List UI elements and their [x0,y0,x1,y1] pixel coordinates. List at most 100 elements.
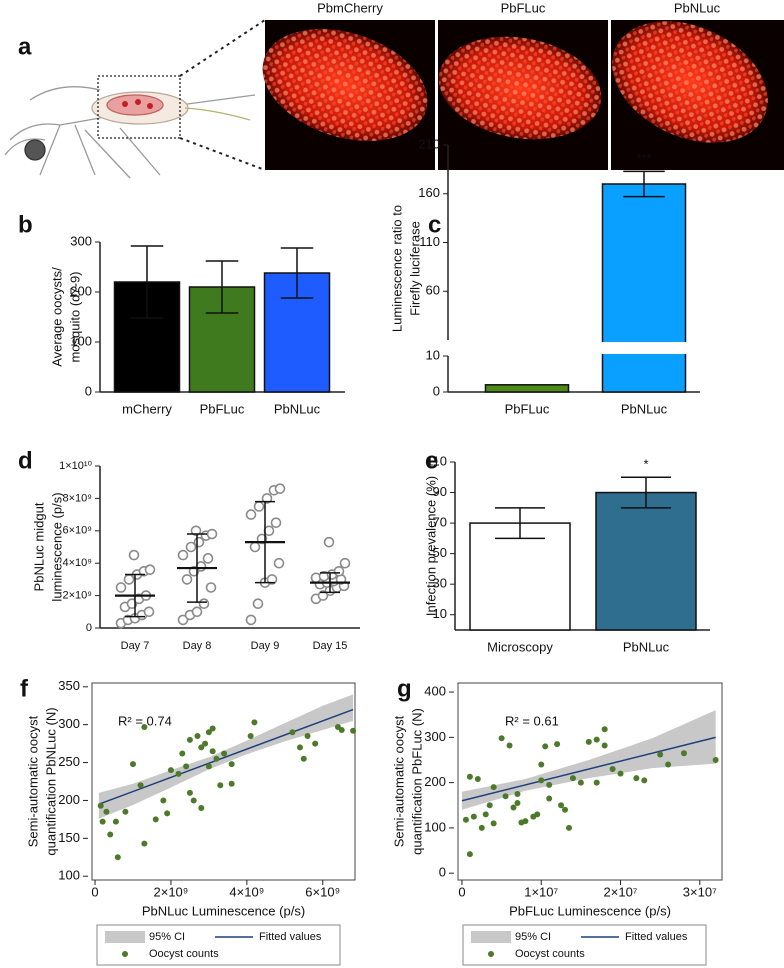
data-point [538,761,545,768]
data-point [247,733,254,740]
y-axis-label: Firefly luciferase [407,221,422,316]
fitted-line [98,708,354,805]
data-point [538,777,545,784]
data-point [186,736,193,743]
data-point [245,614,257,626]
data-point [137,782,144,789]
y-tick-label: 300 [424,729,446,744]
y-tick-label: 8×10⁹ [63,492,93,504]
data-point [506,742,513,749]
panel-label: g [397,675,412,702]
x-tick-label: Day 8 [183,640,212,652]
data-point [312,740,319,747]
y-tick-label: 0 [439,865,446,880]
bar [484,384,570,393]
data-point [205,582,217,593]
y-tick-label: 210 [418,136,440,151]
y-tick-label: 200 [58,792,80,807]
data-point [558,802,565,809]
y-tick-label: 4×10⁹ [63,557,93,569]
data-point [198,744,205,751]
data-point [251,719,258,726]
panel-label: b [18,211,33,238]
panel-label: a [18,33,32,60]
y-axis-label: Semi-automatic oocyst [391,715,406,847]
data-point [185,541,197,553]
data-point [177,614,189,626]
x-tick-label: 2×10⁷ [604,884,638,899]
x-tick-label: PbNLuc [274,401,321,416]
y-tick-label: 100 [58,868,80,883]
data-point [144,564,156,575]
x-tick-label: PbNLuc [621,401,668,416]
y-tick-label: 0 [85,383,92,398]
y-axis-label: mosquito (d7-9) [67,271,82,362]
legend-swatch [488,951,494,957]
y-tick-label: 150 [58,830,80,845]
data-point [198,598,210,610]
microscopy-images [262,20,784,170]
x-tick-label: Day 9 [251,640,280,652]
data-point [129,761,136,768]
data-point [482,811,489,818]
data-point [486,802,493,809]
legend-label: 95% CI [515,931,551,943]
x-tick-label: 3×10⁷ [683,884,717,899]
data-point [195,561,207,572]
data-point [263,525,275,537]
y-tick-label: 0 [86,622,92,634]
data-point [546,781,553,788]
data-point [115,582,127,593]
fitted-line [461,736,716,802]
data-point [333,565,345,577]
data-point [274,483,286,494]
bar [601,183,687,393]
significance: *** [636,151,651,166]
data-point [99,818,106,825]
y-axis-label: luminescence (p/s) [49,492,64,601]
data-point [569,775,576,782]
data-point [534,811,541,818]
data-point [97,802,104,809]
legend-label: 95% CI [149,931,185,943]
data-point [514,800,521,807]
data-point [228,780,235,787]
panel-label: c [428,211,441,238]
data-point [190,797,197,804]
data-point [181,574,193,585]
data-point [593,736,600,743]
data-point [179,750,186,757]
data-point [478,824,485,831]
data-point [143,606,155,618]
data-point [177,549,189,561]
data-point [249,541,261,553]
y-tick-label: 110 [426,453,447,468]
y-tick-label: 160 [418,185,440,200]
panel-label: f [20,675,29,702]
data-point [474,776,481,783]
x-tick-label: mCherry [122,401,172,416]
data-point [633,775,640,782]
data-point [205,729,212,736]
image-title: PbFLuc [501,0,546,15]
x-tick-label: 0 [458,884,465,899]
data-point [466,773,473,780]
y-tick-label: 100 [70,333,92,348]
data-point [213,755,220,762]
x-tick-label: 2×10⁹ [154,884,189,899]
mosquito-illustration [4,19,266,179]
legend-swatch [471,931,511,943]
data-point [585,738,592,745]
data-point [175,770,182,777]
x-tick-label: PbFLuc [505,401,550,416]
y-tick-label: 0 [433,383,440,398]
r-squared: R² = 0.74 [118,713,172,728]
data-point [289,729,296,736]
data-point [112,818,119,825]
data-point [217,782,224,789]
data-point [502,793,509,800]
data-point [128,549,140,561]
data-point [300,755,307,762]
data-point [209,748,216,755]
data-point [183,763,190,770]
